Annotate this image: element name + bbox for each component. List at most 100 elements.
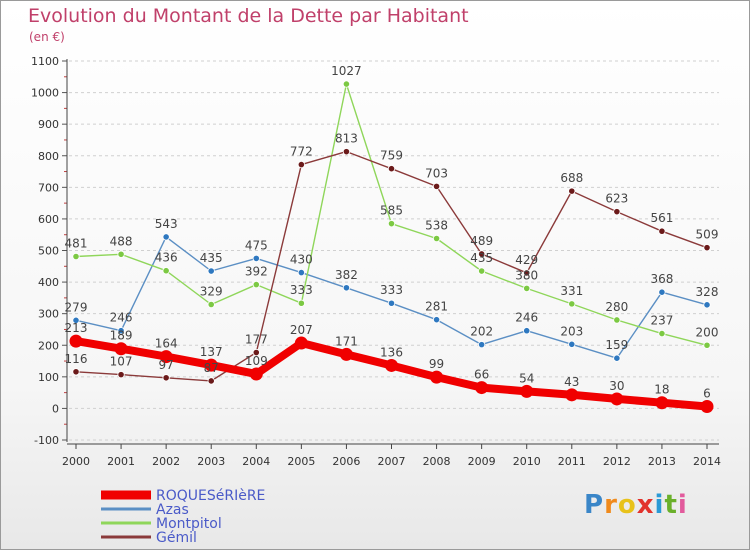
data-label: 213 (65, 321, 88, 335)
data-label: 177 (245, 333, 268, 347)
x-tick-label: 2012 (603, 455, 631, 468)
data-point (432, 182, 441, 190)
data-label: 368 (650, 272, 673, 286)
data-point (613, 354, 621, 362)
data-point (613, 208, 621, 216)
data-point (297, 269, 305, 277)
data-point (342, 284, 351, 292)
data-label: 200 (696, 325, 719, 339)
data-label: 435 (200, 251, 223, 265)
data-label: 18 (654, 383, 669, 397)
data-point (162, 374, 170, 382)
logo-letter: i (677, 490, 688, 520)
data-label: 159 (605, 338, 628, 352)
data-point (114, 342, 128, 356)
logo-letter: P (584, 490, 605, 520)
data-point (252, 348, 260, 357)
data-point (655, 396, 669, 410)
data-point (252, 281, 260, 289)
data-point (568, 340, 576, 348)
data-point (387, 299, 396, 307)
data-label: 585 (380, 204, 403, 218)
data-point (249, 367, 263, 381)
legend-label: Gémil (156, 530, 197, 546)
data-point (565, 388, 579, 402)
data-label: 1027 (331, 64, 362, 78)
data-point (294, 336, 308, 350)
data-label: 279 (65, 300, 88, 314)
chart-title: Evolution du Montant de la Dette par Hab… (28, 5, 469, 27)
y-tick-label: 400 (38, 276, 59, 289)
x-tick-label: 2000 (62, 455, 90, 468)
data-point (658, 288, 666, 296)
data-label: 54 (519, 371, 534, 385)
data-label: 392 (245, 265, 268, 279)
data-label: 329 (200, 285, 223, 299)
data-point (430, 370, 444, 384)
data-point (252, 254, 260, 262)
data-label: 436 (155, 251, 178, 265)
x-tick-label: 2006 (332, 455, 360, 468)
data-point (520, 384, 534, 398)
data-label: 116 (65, 352, 88, 366)
data-point (162, 233, 170, 241)
y-tick-label: 1100 (31, 55, 59, 68)
legend-label: Azas (156, 502, 189, 518)
data-label: 203 (560, 324, 583, 338)
data-label: 430 (290, 253, 313, 267)
data-label: 333 (380, 283, 403, 297)
data-point (523, 269, 531, 277)
data-point (478, 341, 486, 349)
data-point (117, 250, 125, 258)
data-point (342, 80, 351, 88)
data-label: 99 (429, 357, 444, 371)
data-label: 30 (609, 379, 624, 393)
data-point (207, 377, 215, 385)
data-point (72, 368, 80, 376)
data-label: 189 (110, 329, 133, 343)
data-point (523, 327, 531, 335)
y-tick-label: 500 (38, 245, 59, 258)
data-label: 164 (155, 337, 178, 351)
data-label: 281 (425, 300, 448, 314)
data-label: 772 (290, 145, 313, 159)
x-tick-label: 2014 (693, 455, 721, 468)
data-point (339, 347, 353, 361)
data-point (703, 244, 711, 252)
data-point (610, 392, 624, 406)
data-label: 136 (380, 345, 403, 359)
data-label: 43 (564, 375, 579, 389)
data-label: 6 (703, 387, 711, 401)
x-tick-label: 2003 (197, 455, 225, 468)
data-label: 688 (560, 171, 583, 185)
data-label: 171 (335, 334, 358, 348)
x-tick-label: 2008 (423, 455, 451, 468)
x-tick-label: 2009 (468, 455, 496, 468)
data-point (700, 400, 714, 414)
data-label: 87 (204, 361, 219, 375)
data-label: 333 (290, 283, 313, 297)
data-point (117, 371, 125, 379)
logo-letter: i (654, 490, 665, 520)
data-point (703, 301, 711, 309)
logo-letter: r (604, 490, 618, 520)
data-point (72, 316, 80, 324)
data-label: 237 (650, 314, 673, 328)
data-point (297, 299, 305, 307)
x-tick-label: 2010 (513, 455, 541, 468)
data-label: 561 (650, 211, 673, 225)
y-tick-label: 1000 (31, 87, 59, 100)
logo-letter: x (636, 490, 655, 520)
logo-letter: o (617, 490, 637, 520)
x-tick-label: 2011 (558, 455, 586, 468)
data-point (568, 300, 576, 308)
y-tick-label: 700 (38, 181, 59, 194)
data-point (387, 165, 396, 173)
data-point (523, 284, 531, 292)
data-label: 328 (696, 285, 719, 299)
x-tick-label: 2007 (378, 455, 406, 468)
data-label: 207 (290, 323, 313, 337)
data-label: 246 (110, 311, 133, 325)
data-label: 623 (605, 192, 628, 206)
